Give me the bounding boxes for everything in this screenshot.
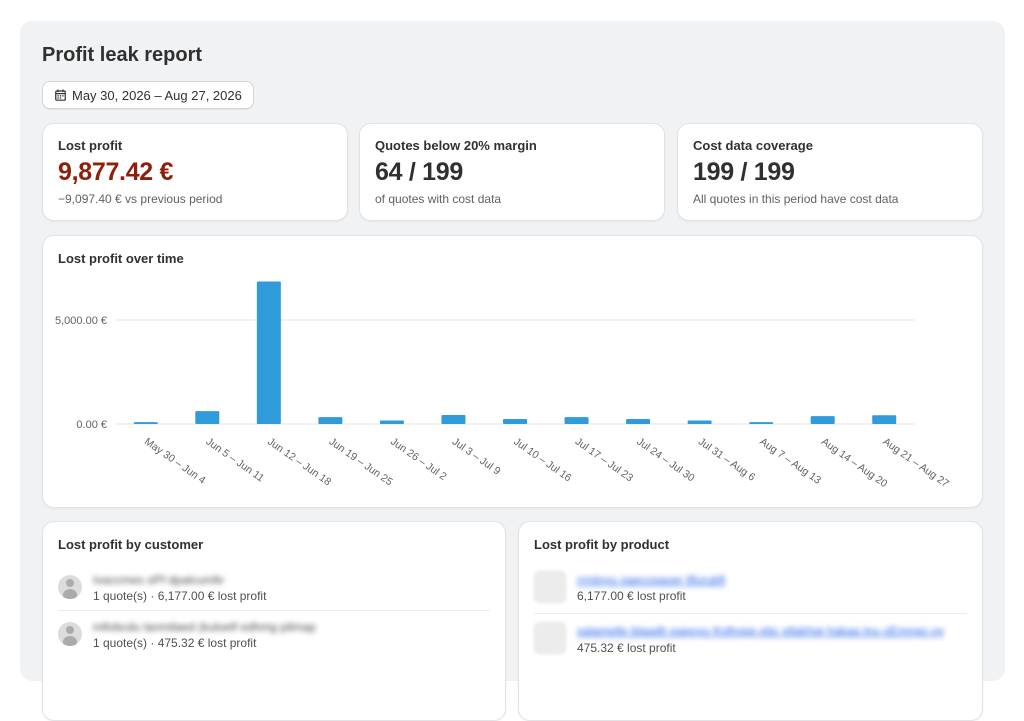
x-tick-label: Jul 17 – Jul 23 bbox=[573, 436, 635, 485]
product-thumbnail bbox=[534, 571, 566, 603]
x-tick-label: Aug 21 – Aug 27 bbox=[881, 436, 952, 490]
customer-row[interactable]: Ivaccmes oPf dpalcumfe 1 quote(s) · 6,17… bbox=[58, 573, 490, 620]
bar bbox=[872, 415, 897, 424]
chart-card-lost-profit-over-time: Lost profit over time 0.00 € 5,000.00 € Ma… bbox=[42, 235, 983, 508]
customer-name: mllvbcdu lanmilaed (kuloelf edhmg pilmap bbox=[93, 620, 316, 634]
date-range-label: May 30, 2026 – Aug 27, 2026 bbox=[72, 87, 242, 103]
bar bbox=[687, 420, 712, 424]
stat-value: 199 / 199 bbox=[693, 158, 795, 186]
avatar bbox=[58, 622, 82, 646]
product-name-link[interactable]: salamelle blaadh eapoyu frolhopp ebc ell… bbox=[577, 624, 944, 638]
product-row[interactable]: rrmloyu oaeccpaoer llfurubfl 6,177.00 € … bbox=[534, 571, 967, 618]
stat-card-lost-profit: Lost profit 9,877.42 € −9,097.40 € vs pr… bbox=[42, 123, 348, 221]
product-row[interactable]: salamelle blaadh eapoyu frolhopp ebc ell… bbox=[534, 613, 967, 660]
x-tick-label: May 30 – Jun 4 bbox=[142, 436, 208, 487]
stat-label: Lost profit bbox=[58, 138, 123, 153]
bar bbox=[195, 411, 220, 424]
stat-sub: All quotes in this period have cost data bbox=[693, 192, 899, 206]
stat-card-quotes-below-margin: Quotes below 20% margin 64 / 199 of quot… bbox=[359, 123, 665, 221]
x-tick-label: Aug 7 – Aug 13 bbox=[757, 436, 823, 487]
bar bbox=[133, 422, 158, 424]
x-tick-label: Jul 3 – Jul 9 bbox=[450, 436, 503, 478]
x-tick-label: Jul 24 – Jul 30 bbox=[634, 436, 696, 485]
product-meta: 475.32 € lost profit bbox=[577, 641, 676, 655]
stat-value: 9,877.42 € bbox=[58, 158, 174, 186]
customer-list-title: Lost profit by customer bbox=[58, 537, 204, 552]
bar bbox=[256, 281, 281, 424]
bar bbox=[626, 419, 651, 424]
customer-meta: 1 quote(s) · 6,177.00 € lost profit bbox=[93, 589, 267, 603]
date-range-button[interactable]: May 30, 2026 – Aug 27, 2026 bbox=[42, 81, 254, 109]
y-tick-label: 5,000.00 € bbox=[55, 315, 107, 327]
x-tick-label: Jun 19 – Jun 25 bbox=[327, 436, 395, 489]
bar bbox=[749, 422, 774, 424]
bar bbox=[564, 417, 589, 424]
customer-meta: 1 quote(s) · 475.32 € lost profit bbox=[93, 636, 257, 650]
bar bbox=[810, 416, 835, 424]
x-tick-label: Aug 14 – Aug 20 bbox=[819, 436, 890, 490]
product-list-title: Lost profit by product bbox=[534, 537, 670, 552]
x-tick-label: Jun 5 – Jun 11 bbox=[204, 436, 267, 485]
stat-label: Cost data coverage bbox=[693, 138, 813, 153]
stat-label: Quotes below 20% margin bbox=[375, 138, 537, 153]
product-meta: 6,177.00 € lost profit bbox=[577, 589, 686, 603]
y-tick-label: 0.00 € bbox=[76, 419, 107, 431]
avatar bbox=[58, 575, 82, 599]
stat-sub: of quotes with cost data bbox=[375, 192, 502, 206]
bar bbox=[503, 419, 527, 424]
bar bbox=[318, 417, 343, 424]
x-tick-label: Jul 10 – Jul 16 bbox=[511, 436, 573, 485]
x-tick-label: Jun 12 – Jun 18 bbox=[265, 436, 333, 489]
page-title: Profit leak report bbox=[42, 44, 203, 66]
bar bbox=[379, 420, 404, 424]
chart-title: Lost profit over time bbox=[58, 251, 184, 266]
stat-card-cost-coverage: Cost data coverage 199 / 199 All quotes … bbox=[677, 123, 983, 221]
stat-sub: −9,097.40 € vs previous period bbox=[58, 192, 223, 206]
product-name-link[interactable]: rrmloyu oaeccpaoer llfurubfl bbox=[577, 573, 726, 587]
x-tick-label: Jul 31 – Aug 6 bbox=[696, 436, 758, 484]
customer-row[interactable]: mllvbcdu lanmilaed (kuloelf edhmg pilmap… bbox=[58, 610, 490, 657]
customer-name: Ivaccmes oPf dpalcumfe bbox=[93, 573, 224, 587]
calendar-icon bbox=[55, 89, 66, 101]
x-tick-label: Jun 26 – Jul 2 bbox=[388, 436, 449, 483]
bar bbox=[441, 415, 466, 424]
product-thumbnail bbox=[534, 622, 566, 654]
customer-list-card: Lost profit by customer Ivaccmes oPf dpa… bbox=[42, 521, 506, 721]
product-list-card: Lost profit by product rrmloyu oaeccpaoe… bbox=[518, 521, 983, 721]
stat-value: 64 / 199 bbox=[375, 158, 463, 186]
